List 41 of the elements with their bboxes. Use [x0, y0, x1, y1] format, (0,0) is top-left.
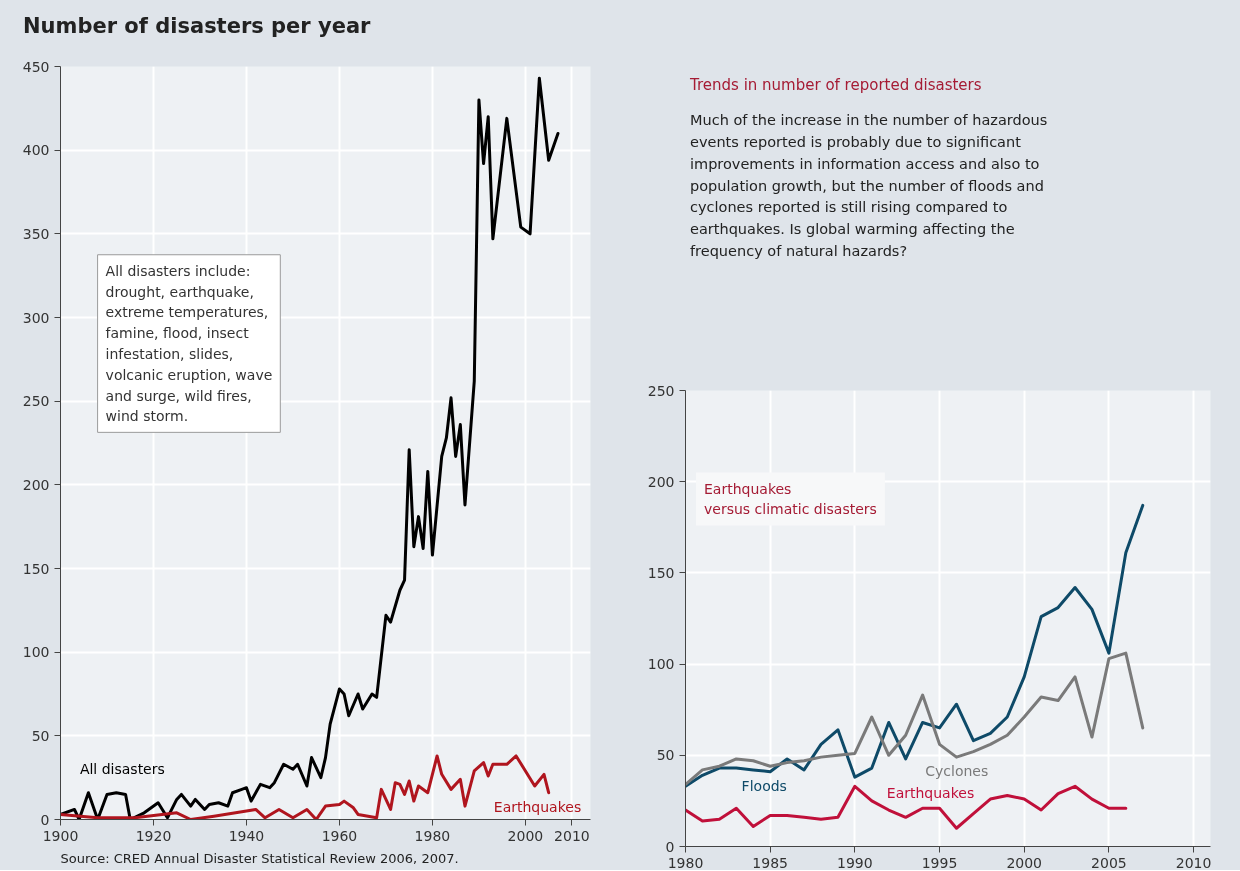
x-tick-label: 2005	[1091, 854, 1127, 871]
source-note: Source: CRED Annual Disaster Statistical Review 2006, 2007.	[60, 850, 459, 866]
x-tick-label: 1995	[921, 854, 958, 871]
y-tick-label: 250	[22, 393, 50, 410]
x-tick-label: 2010	[1175, 854, 1212, 871]
series-label: Earthquakes	[493, 798, 582, 815]
series-label: Floods	[741, 777, 787, 794]
series-label: Cyclones	[925, 762, 989, 779]
y-tick-label: 50	[656, 747, 675, 764]
y-tick-label: 150	[647, 564, 675, 581]
chart-title: Number of disasters per year	[23, 13, 371, 40]
x-tick-label: 1940	[228, 827, 265, 844]
y-tick-label: 250	[647, 382, 675, 399]
y-tick-label: 0	[665, 838, 675, 855]
y-tick-label: 350	[22, 225, 50, 242]
y-tick-label: 100	[647, 656, 675, 673]
x-tick-label: 1980	[414, 827, 451, 844]
x-tick-label: 1985	[752, 854, 788, 871]
x-tick-label: 2000	[507, 827, 544, 844]
y-tick-label: 100	[22, 644, 50, 661]
x-tick-label: 1980	[667, 854, 704, 871]
y-tick-label: 0	[40, 811, 50, 828]
x-tick-label: 1960	[321, 827, 358, 844]
x-tick-label: 1990	[837, 854, 873, 871]
x-tick-label: 2010	[554, 827, 590, 844]
y-tick-label: 300	[22, 309, 50, 326]
annotation: All disasters include: drought, earthquake, extreme temperatures, famine, flood, insect infestation, slides, volcanic eruption, wave and surge, wild fires, wind storm.	[105, 262, 273, 425]
annotation: Earthquakes versus climatic disasters	[704, 480, 877, 518]
y-tick-label: 200	[22, 476, 50, 493]
x-tick-label: 1900	[42, 827, 79, 844]
y-tick-label: 450	[22, 58, 50, 75]
chart-title: Trends in number of reported disasters	[690, 75, 983, 96]
x-tick-label: 1920	[135, 827, 172, 844]
series-label: All disasters	[79, 761, 165, 778]
y-tick-label: 200	[647, 473, 675, 490]
y-tick-label: 50	[31, 727, 50, 744]
y-tick-label: 150	[22, 560, 50, 577]
y-tick-label: 400	[22, 142, 50, 159]
x-tick-label: 2000	[1006, 854, 1043, 871]
series-label: Earthquakes	[886, 785, 975, 802]
chart-subtitle: Much of the increase in the number of hazardous events reported is probably due to significant improvements in information access and also to population growth, but the number of floods and cyclones reported is still rising compared to earthquakes. Is global warming affecting the frequency of natural hazards?	[690, 111, 1048, 261]
